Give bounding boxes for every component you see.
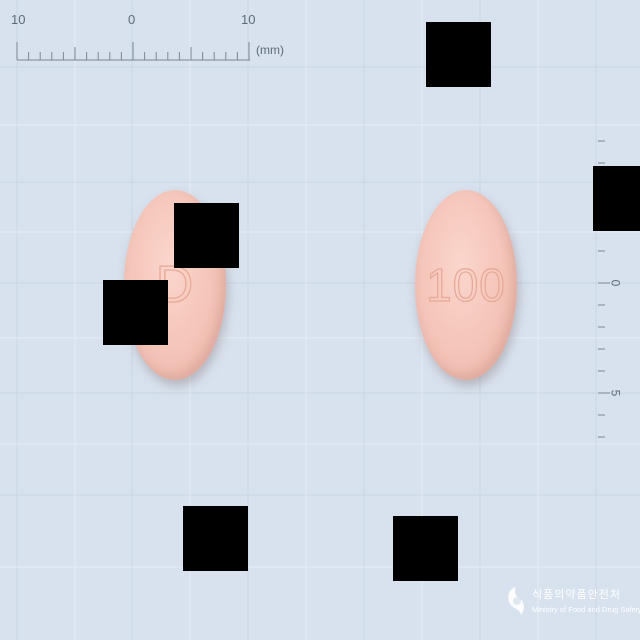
logo-korean-text: 식품의약품안전처 (532, 588, 621, 601)
taegeuk-emblem-icon (508, 587, 524, 615)
redaction-block (174, 203, 239, 268)
ministry-logo: 식품의약품안전처 Ministry of Food and Drug Safet… (505, 583, 640, 623)
redaction-block (183, 506, 248, 571)
ruler-unit-label: (mm) (256, 43, 284, 57)
ruler-label-right-10: 10 (241, 12, 256, 27)
logo-english-text: Ministry of Food and Drug Safety (532, 605, 640, 614)
redaction-block (103, 280, 168, 345)
ruler-label-zero: 0 (128, 12, 136, 27)
vertical-ruler-label-five: 5 (608, 389, 623, 397)
vertical-ruler-label-zero: 0 (608, 279, 623, 287)
pill-back-imprint: 100 (425, 258, 506, 311)
redaction-block (426, 22, 491, 87)
redaction-block (593, 166, 640, 231)
redaction-block (393, 516, 458, 581)
ruler-label-left-10: 10 (11, 12, 26, 27)
pill-back: 100 (415, 190, 517, 380)
horizontal-ruler (16, 42, 250, 61)
